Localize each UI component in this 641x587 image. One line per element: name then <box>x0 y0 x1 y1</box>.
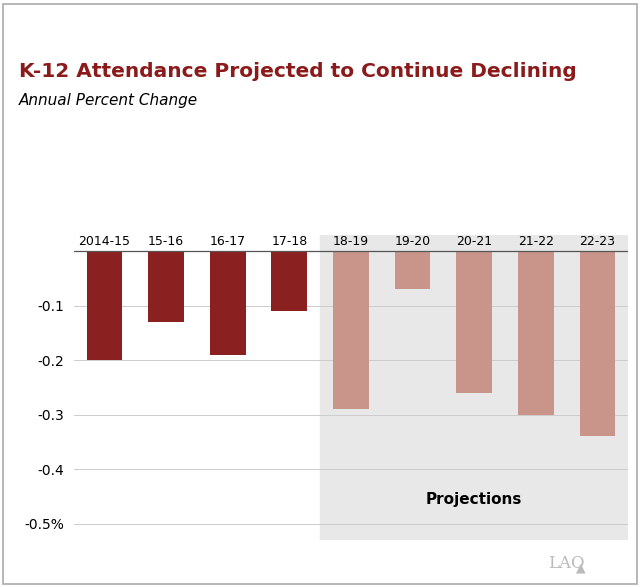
Bar <box>518 251 554 414</box>
Text: 18-19: 18-19 <box>333 235 369 248</box>
Bar <box>87 251 122 360</box>
Bar <box>395 251 430 289</box>
Text: Projections: Projections <box>426 492 522 507</box>
Text: Annual Percent Change: Annual Percent Change <box>19 93 198 108</box>
Text: 21-22: 21-22 <box>518 235 554 248</box>
Text: 2014-15: 2014-15 <box>78 235 131 248</box>
Text: LAO: LAO <box>548 555 585 572</box>
Bar <box>456 251 492 393</box>
Text: 16-17: 16-17 <box>210 235 246 248</box>
Bar <box>320 235 628 540</box>
Text: 20-21: 20-21 <box>456 235 492 248</box>
Text: ▲: ▲ <box>576 561 585 574</box>
Text: 22-23: 22-23 <box>579 235 615 248</box>
Bar <box>272 251 307 311</box>
Text: Figure 6: Figure 6 <box>10 23 80 38</box>
Text: 17-18: 17-18 <box>271 235 308 248</box>
Text: 19-20: 19-20 <box>394 235 431 248</box>
Bar <box>333 251 369 409</box>
Bar <box>210 251 246 355</box>
Text: K-12 Attendance Projected to Continue Declining: K-12 Attendance Projected to Continue De… <box>19 62 577 80</box>
Bar <box>579 251 615 437</box>
Bar <box>148 251 184 322</box>
Text: 15-16: 15-16 <box>148 235 184 248</box>
